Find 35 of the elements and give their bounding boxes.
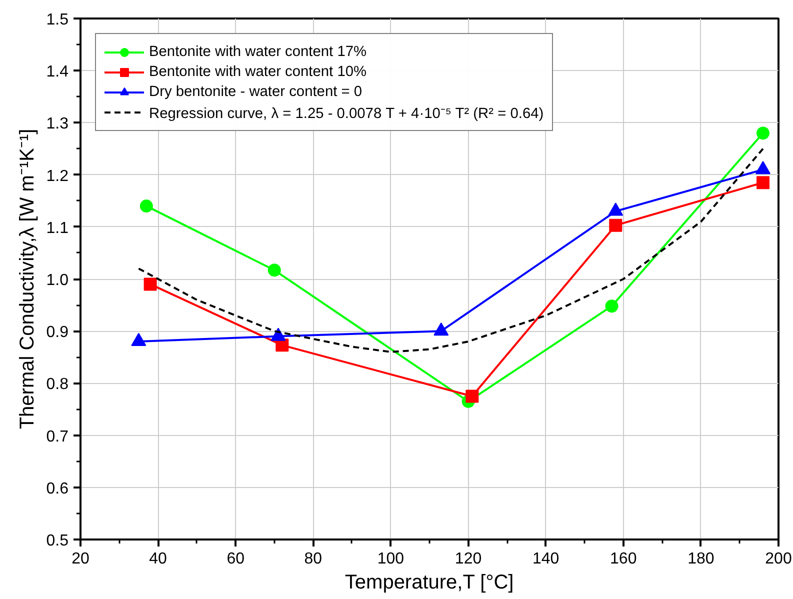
y-tick-label: 0.7 xyxy=(46,428,69,446)
y-tick-label: 0.5 xyxy=(46,532,69,550)
x-tick-label: 200 xyxy=(765,550,792,568)
legend-label: Bentonite with water content 10% xyxy=(149,64,367,80)
point xyxy=(144,278,157,291)
y-tick-label: 0.9 xyxy=(46,324,69,342)
x-tick-label: 60 xyxy=(226,550,245,568)
y-tick-label: 1.3 xyxy=(46,116,69,133)
x-tick-label: 100 xyxy=(377,550,404,568)
point xyxy=(605,300,618,313)
x-axis-title: Temperature,T [°C] xyxy=(344,572,514,594)
x-tick-label: 40 xyxy=(149,550,168,568)
x-tick-label: 160 xyxy=(610,550,637,568)
y-tick-label: 0.8 xyxy=(46,376,69,394)
point xyxy=(756,176,770,190)
x-tick-label: 80 xyxy=(304,550,322,568)
x-tick-label: 140 xyxy=(532,550,560,568)
y-axis-title: Thermal Conductivity,λ [W m⁻¹K⁻¹] xyxy=(16,128,38,430)
y-tick-label: 0.6 xyxy=(46,480,69,498)
point xyxy=(609,218,622,232)
point xyxy=(466,390,479,403)
y-tick-label: 1.5 xyxy=(46,12,69,28)
point xyxy=(756,126,770,140)
legend-label: Dry bentonite - water content = 0 xyxy=(149,84,362,100)
legend-label: Bentonite with water content 17% xyxy=(149,44,367,60)
legend-label: Regression curve, λ = 1.25 - 0.0078 T + 4·10⁻⁵ T² (R² = 0.64) xyxy=(149,105,544,122)
x-tick-label: 180 xyxy=(688,550,714,568)
y-tick-label: 1.2 xyxy=(46,168,69,185)
x-tick-label: 20 xyxy=(72,550,90,568)
point xyxy=(268,264,281,277)
x-tick-label: 120 xyxy=(454,550,482,568)
y-tick-label: 1.1 xyxy=(46,220,69,237)
point xyxy=(140,200,153,213)
y-tick-label: 1.0 xyxy=(46,272,69,289)
y-tick-label: 1.4 xyxy=(46,64,69,81)
